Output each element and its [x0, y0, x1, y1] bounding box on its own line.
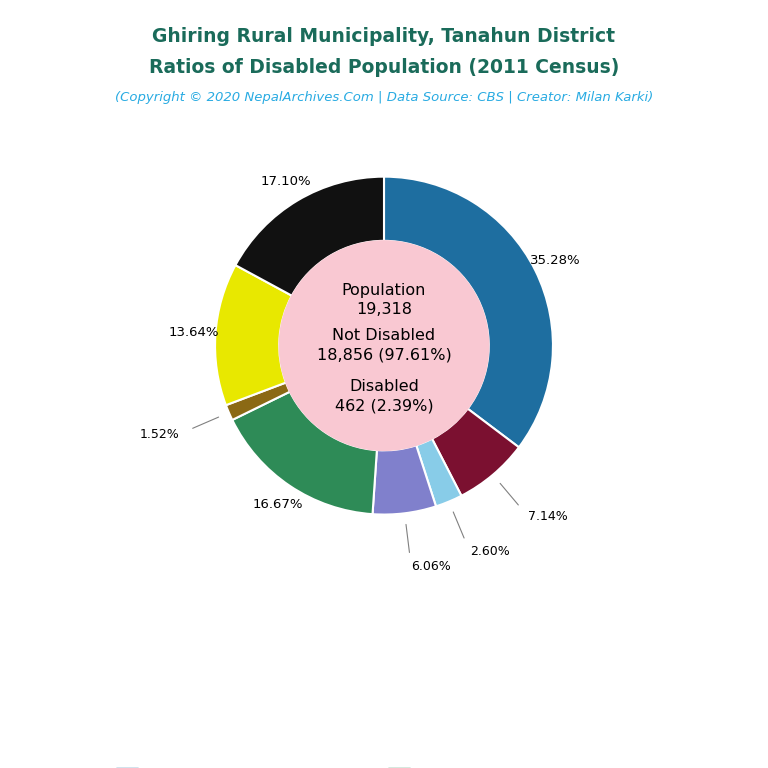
- Wedge shape: [432, 409, 519, 496]
- Wedge shape: [416, 439, 462, 506]
- Circle shape: [280, 241, 488, 450]
- Wedge shape: [372, 445, 436, 515]
- Text: 13.64%: 13.64%: [168, 326, 219, 339]
- Text: Ratios of Disabled Population (2011 Census): Ratios of Disabled Population (2011 Cens…: [149, 58, 619, 77]
- Wedge shape: [215, 265, 292, 406]
- Text: 16.67%: 16.67%: [252, 498, 303, 511]
- Wedge shape: [384, 177, 553, 447]
- Text: Ghiring Rural Municipality, Tanahun District: Ghiring Rural Municipality, Tanahun Dist…: [153, 27, 615, 46]
- Text: Disabled
462 (2.39%): Disabled 462 (2.39%): [335, 379, 433, 414]
- Wedge shape: [226, 382, 290, 420]
- Text: 17.10%: 17.10%: [261, 175, 312, 188]
- Text: Population
19,318: Population 19,318: [342, 283, 426, 317]
- Text: Not Disabled
18,856 (97.61%): Not Disabled 18,856 (97.61%): [316, 328, 452, 363]
- Text: 35.28%: 35.28%: [530, 254, 580, 267]
- Text: 2.60%: 2.60%: [470, 545, 509, 558]
- Legend: Physically Disable - 163 (M: 92 | F: 71), Blind Only - 79 (M: 38 | F: 41), Deaf : Physically Disable - 163 (M: 92 | F: 71)…: [111, 763, 657, 768]
- Wedge shape: [232, 392, 377, 514]
- Wedge shape: [236, 177, 384, 296]
- Text: 1.52%: 1.52%: [140, 428, 179, 441]
- Text: 7.14%: 7.14%: [528, 510, 568, 522]
- Text: 6.06%: 6.06%: [411, 561, 451, 574]
- Text: (Copyright © 2020 NepalArchives.Com | Data Source: CBS | Creator: Milan Karki): (Copyright © 2020 NepalArchives.Com | Da…: [115, 91, 653, 104]
